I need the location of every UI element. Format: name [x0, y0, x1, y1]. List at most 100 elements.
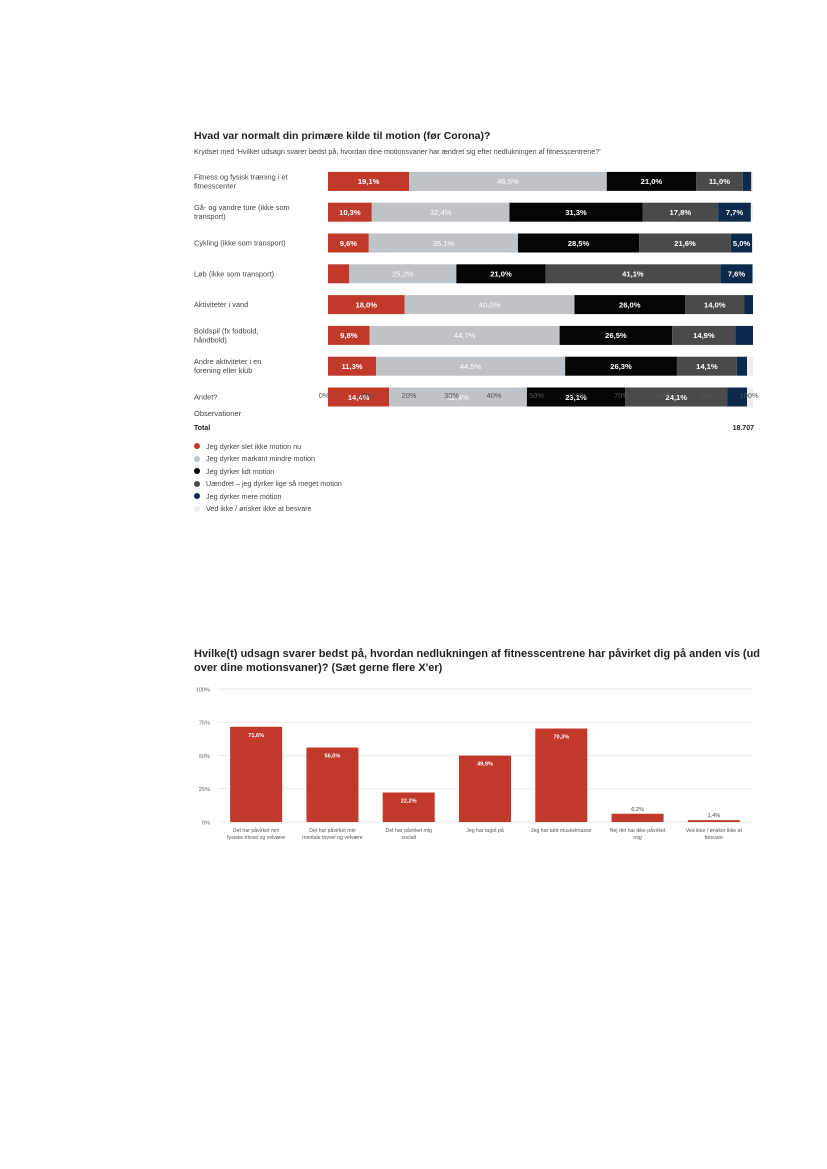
- total-label: Total: [194, 425, 211, 432]
- stacked-bar-segment: [509, 202, 643, 222]
- data-label: 6,2%: [631, 807, 644, 813]
- legend-label: Ved ikke / ønsker ikke at besvare: [206, 504, 312, 514]
- data-label: 35,1%: [433, 239, 455, 248]
- stacked-bar-segment: [328, 202, 372, 222]
- data-label: 49,9%: [477, 762, 493, 768]
- stacked-bar-segment: [328, 356, 377, 376]
- y-tick-label: 0%: [202, 820, 210, 826]
- bar: [306, 747, 359, 822]
- data-label: 26,5%: [605, 331, 627, 340]
- data-label: 71,6%: [248, 733, 264, 739]
- stacked-bar-segment: [526, 387, 626, 407]
- x-tick-label: 50%: [529, 391, 544, 400]
- category-label: Fitness og fysisk træning i et: [194, 172, 288, 181]
- legend-swatch: [194, 505, 200, 512]
- stacked-bar-segment: [606, 171, 697, 191]
- category-label: fitnesscenter: [194, 181, 236, 190]
- stacked-bar-segment: [559, 325, 673, 345]
- legend-item: Jeg dyrker mere motion: [194, 490, 342, 503]
- chart1-title: Hvad var normalt din primære kilde til m…: [194, 130, 491, 142]
- x-tick-label: 0%: [319, 391, 330, 400]
- stacked-bar-segment: [744, 295, 753, 315]
- stacked-bar-segment: [747, 387, 753, 407]
- stacked-bar-segment: [371, 202, 510, 222]
- bar: [535, 728, 588, 822]
- x-category-label: Det har påvirket min: [309, 827, 356, 834]
- legend-item: Jeg dyrker lidt motion: [194, 465, 342, 478]
- data-label: 40,0%: [479, 300, 501, 309]
- stacked-bar-segment: [718, 202, 751, 222]
- category-label: Andre aktiviteter i en: [194, 357, 261, 366]
- legend-label: Jeg dyrker markant mindre motion: [206, 454, 316, 464]
- legend-swatch: [194, 443, 200, 450]
- data-label: 11,3%: [341, 362, 362, 371]
- stacked-bar-segment: [404, 295, 575, 315]
- x-category-label: Jeg har tabt muskelmasse: [531, 828, 592, 834]
- stacked-bar-segment: [517, 233, 640, 253]
- stacked-bar-segment: [750, 202, 753, 222]
- data-label: 11,0%: [709, 177, 730, 186]
- stacked-bar-segment: [672, 325, 736, 345]
- stacked-bar-segment: [328, 233, 369, 253]
- data-label: 7,6%: [728, 270, 746, 279]
- y-tick-label: 25%: [199, 787, 210, 793]
- stacked-bar-segment: [736, 356, 748, 376]
- chart1-legend: Jeg dyrker slet ikke motion nu Jeg dyrker…: [194, 440, 342, 515]
- stacked-bar-segment: [376, 356, 566, 376]
- stacked-bar-segment: [742, 171, 752, 191]
- bar: [459, 755, 511, 822]
- data-label: 10,3%: [339, 208, 361, 217]
- stacked-bar-segment: [639, 233, 731, 253]
- stacked-bar-segment: [565, 356, 677, 376]
- data-label: 28,5%: [568, 239, 590, 248]
- category-label: Gå- og vandre ture (ikke som: [194, 203, 290, 212]
- legend-item: Jeg dyrker markant mindre motion: [194, 453, 342, 466]
- stacked-bar-segment: [368, 233, 518, 253]
- stacked-bar-segment: [727, 387, 748, 407]
- data-label: 9,8%: [340, 331, 358, 340]
- x-category-label: socialt: [401, 835, 416, 841]
- category-label: håndbold): [194, 335, 227, 344]
- y-tick-label: 50%: [199, 754, 210, 760]
- chart1-plot: Fitness og fysisk træning i etfitnesscen…: [194, 171, 759, 407]
- x-tick-label: 90%: [699, 391, 714, 400]
- legend-item: Jeg dyrker slet ikke motion nu: [194, 440, 342, 453]
- category-label: forening eller klub: [194, 366, 252, 375]
- legend-label: Jeg dyrker lidt motion: [206, 466, 275, 476]
- stacked-bar-segment: [456, 264, 546, 284]
- data-label: 14,0%: [704, 300, 726, 309]
- stacked-bar-segment: [751, 171, 753, 191]
- total-value: 18.707: [732, 425, 754, 432]
- data-label: 32,4%: [430, 208, 452, 217]
- stacked-bar-segment: [747, 356, 753, 376]
- x-tick-label: 80%: [657, 391, 672, 400]
- data-label: 14,4%: [348, 393, 370, 402]
- category-label: Andet?: [194, 393, 217, 402]
- stacked-bar-segment: [328, 295, 405, 315]
- stacked-bar-segment: [545, 264, 721, 284]
- stacked-bar-segment: [720, 264, 753, 284]
- x-tick-label: 10%: [359, 391, 374, 400]
- stacked-bar-segment: [328, 171, 410, 191]
- stacked-bar-segment: [574, 295, 685, 315]
- x-category-label: besvare: [705, 835, 724, 841]
- data-label: 70,3%: [553, 735, 569, 741]
- stacked-bar-segment: [369, 325, 560, 345]
- legend-swatch: [194, 480, 200, 487]
- data-label: 46,5%: [497, 177, 519, 186]
- legend-swatch: [194, 455, 200, 462]
- stacked-bar-segment: [642, 202, 719, 222]
- stacked-bar-segment: [349, 264, 457, 284]
- chart1-subtitle: Krydset med 'Hvilket udsagn svarer bedst…: [194, 147, 601, 156]
- data-label: 44,7%: [454, 331, 476, 340]
- legend-item: Uændret – jeg dyrker lige så meget motio…: [194, 478, 342, 491]
- data-label: 7,7%: [726, 208, 744, 217]
- x-category-label: Jeg har taget på: [466, 827, 504, 834]
- data-label: 9,6%: [340, 239, 358, 248]
- data-label: 41,1%: [622, 270, 644, 279]
- legend-label: Uændret – jeg dyrker lige så meget motio…: [206, 479, 342, 489]
- stacked-bar-segment: [752, 233, 753, 253]
- legend-label: Jeg dyrker mere motion: [206, 491, 282, 501]
- data-label: 21,0%: [490, 270, 512, 279]
- chart2-plot: 100% 75% 50% 25% 0% 71,6% Det har påvirket min…: [196, 687, 752, 841]
